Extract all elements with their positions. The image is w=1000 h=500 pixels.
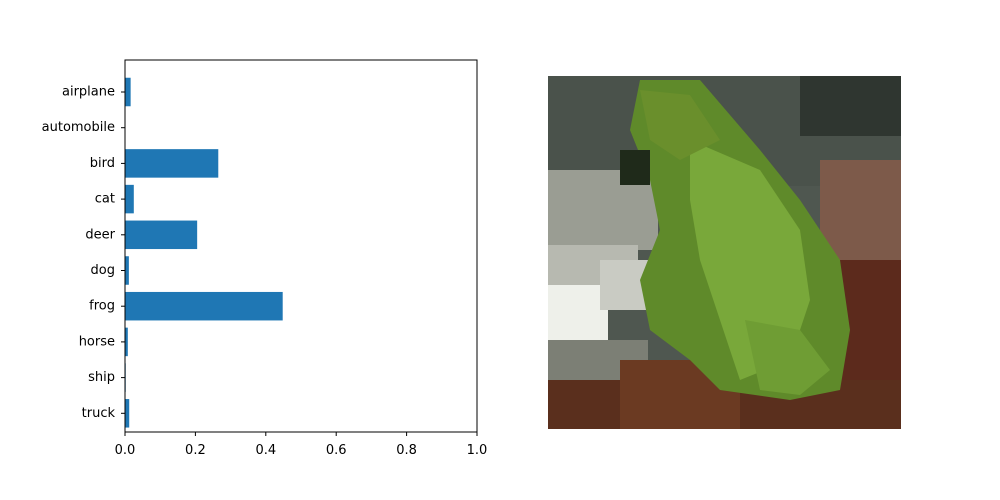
bars-layer [125,77,283,428]
bar-truck [125,399,130,428]
x-tick-label-2: 0.4 [255,443,276,458]
y-tick-label-deer: deer [85,227,115,242]
x-axis-ticks: 0.0 0.2 0.4 0.6 0.8 1.0 [115,432,488,458]
x-tick-label-0: 0.0 [115,443,136,458]
bar-bird [125,149,219,178]
y-tick-label-airplane: airplane [62,85,115,100]
bar-dog [125,256,129,285]
y-tick-label-cat: cat [95,192,115,207]
x-tick-label-4: 0.8 [396,443,417,458]
axes-frame [124,59,478,433]
bar-cat [125,184,134,214]
y-tick-label-bird: bird [90,156,115,171]
frog-photo-icon [548,76,901,429]
y-axis-ticks: airplane automobile bird cat deer dog frog hors… [42,85,125,421]
bar-frog [125,291,283,321]
y-tick-label-automobile: automobile [42,120,115,135]
frog-shape [620,80,850,400]
x-tick-label-5: 1.0 [467,443,488,458]
bar-chart: airplane automobile bird cat deer dog frog hors… [42,59,488,458]
x-tick-label-3: 0.6 [326,443,347,458]
bar-deer [125,220,198,250]
frog-image-panel [548,76,901,429]
y-tick-label-dog: dog [91,263,115,278]
bar-horse [125,327,128,357]
y-tick-label-truck: truck [82,406,116,421]
y-tick-label-frog: frog [89,299,115,314]
x-tick-label-1: 0.2 [185,443,206,458]
y-tick-label-horse: horse [79,334,115,349]
y-tick-label-ship: ship [88,370,115,385]
bar-airplane [125,77,131,107]
